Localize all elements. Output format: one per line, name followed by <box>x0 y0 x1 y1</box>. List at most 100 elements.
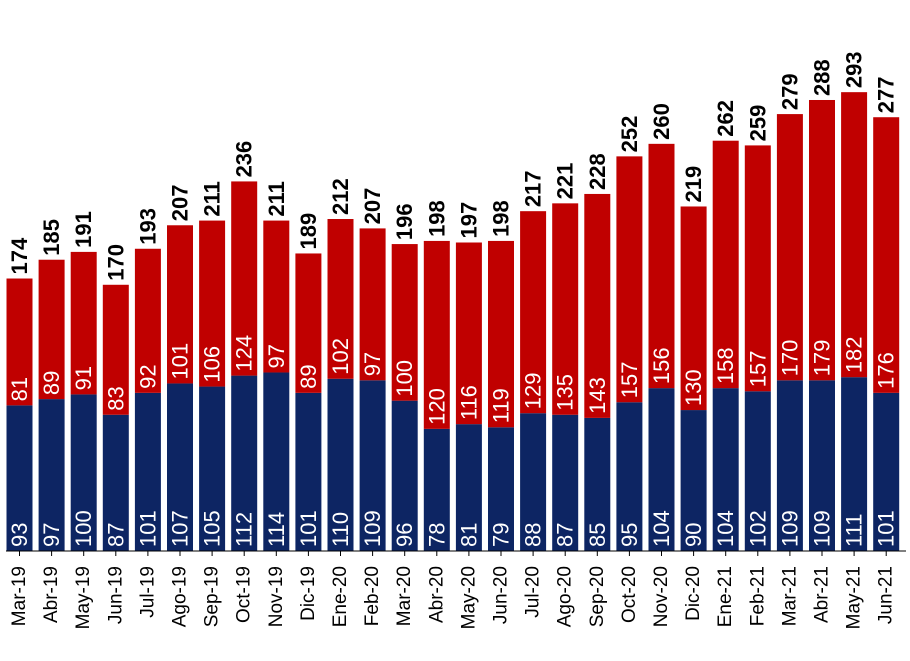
bar-segment-top <box>616 156 643 403</box>
bar-total-label: 252 <box>617 116 642 153</box>
x-tick-label: Ago-20 <box>555 566 576 627</box>
bar-segment-bottom <box>167 383 193 551</box>
x-tick-label: Jun-21 <box>876 566 897 624</box>
x-tick-label: May-19 <box>73 566 94 629</box>
bar-total-label: 217 <box>521 170 546 207</box>
segment-value-label: 109 <box>810 510 835 547</box>
x-tick-label: Ene-21 <box>715 566 736 627</box>
x-tick-label: Feb-20 <box>362 566 383 626</box>
bar-total-label: 174 <box>7 237 32 274</box>
segment-value-label: 92 <box>135 364 160 388</box>
bar-segment-top <box>841 92 868 378</box>
segment-value-label: 157 <box>745 351 770 388</box>
x-tick-label: Mar-19 <box>9 566 30 626</box>
bar-total-label: 198 <box>489 200 514 237</box>
bar-segment-top <box>680 206 707 411</box>
x-tick-label: Feb-21 <box>747 566 768 626</box>
segment-value-label: 104 <box>713 510 738 547</box>
segment-value-label: 100 <box>392 360 417 397</box>
x-tick-label: Nov-19 <box>266 566 287 627</box>
segment-value-label: 97 <box>264 344 289 368</box>
bar-segment-top <box>712 140 739 389</box>
segment-value-label: 87 <box>553 523 578 547</box>
bar-segment-bottom <box>616 402 643 551</box>
segment-value-label: 91 <box>71 366 96 390</box>
bar-segment-top <box>199 220 226 387</box>
segment-value-label: 110 <box>328 512 353 547</box>
bar-segment-top <box>776 114 803 381</box>
x-tick-label: Sep-20 <box>587 566 608 627</box>
bar-segment-top <box>167 225 193 384</box>
segment-value-label: 143 <box>585 377 610 414</box>
x-tick-label: Dic-19 <box>298 566 319 621</box>
x-tick-label: Abr-20 <box>426 566 447 623</box>
bar-segment-bottom <box>327 378 354 551</box>
bar-segment-bottom <box>70 394 97 551</box>
x-tick-label: Nov-20 <box>651 566 672 627</box>
segment-value-label: 97 <box>39 523 64 547</box>
segment-value-label: 83 <box>103 386 128 410</box>
x-tick-label: May-21 <box>844 566 865 629</box>
bar-segment-bottom <box>423 428 450 551</box>
segment-value-label: 130 <box>681 369 706 406</box>
bar-segment-top <box>6 278 33 406</box>
bar-segment-top <box>648 143 675 389</box>
segment-value-label: 116 <box>456 385 481 420</box>
x-tick-label: Jun-19 <box>105 566 126 624</box>
bar-total-label: 211 <box>200 181 225 217</box>
bar-segment-bottom <box>295 392 322 551</box>
tick-marks-layer <box>19 551 887 556</box>
segment-value-label: 158 <box>713 347 738 384</box>
bar-total-label: 198 <box>424 200 449 237</box>
x-tick-label: Mar-20 <box>394 566 415 626</box>
segment-value-label: 124 <box>232 335 257 372</box>
bar-total-label: 191 <box>71 211 96 248</box>
bar-segment-top <box>231 181 258 376</box>
segment-value-label: 101 <box>296 510 321 547</box>
bar-total-label: 259 <box>745 105 770 142</box>
bar-segment-bottom <box>38 399 65 551</box>
bar-segment-bottom <box>263 372 290 551</box>
segment-value-label: 157 <box>617 362 642 399</box>
x-tick-label: Sep-19 <box>202 566 223 627</box>
bar-segment-top <box>423 240 450 429</box>
bar-segment-bottom <box>680 410 707 551</box>
segment-value-label: 101 <box>874 510 899 547</box>
x-tick-label: Jul-20 <box>523 566 544 618</box>
segment-value-label: 107 <box>168 510 193 547</box>
segment-value-label: 78 <box>424 523 449 547</box>
bar-segment-bottom <box>199 386 226 551</box>
bar-total-label: 228 <box>585 153 610 190</box>
bar-segment-top <box>134 248 161 393</box>
bar-total-label: 211 <box>264 181 289 217</box>
bar-segment-bottom <box>841 377 868 551</box>
segment-value-label: 89 <box>296 364 321 388</box>
segment-value-label: 79 <box>489 523 514 547</box>
bar-segment-bottom <box>744 391 771 551</box>
bar-total-label: 212 <box>328 178 353 215</box>
bar-segment-bottom <box>873 392 900 551</box>
x-tick-label: Dic-20 <box>683 566 704 621</box>
bar-segment-top <box>263 220 290 373</box>
bar-segment-top <box>70 251 97 395</box>
bar-total-label: 170 <box>103 244 128 281</box>
bar-segment-top <box>327 219 354 379</box>
x-tick-label: May-20 <box>458 566 479 629</box>
segment-value-label: 89 <box>39 371 64 395</box>
bar-segment-top <box>359 228 386 381</box>
bar-segment-bottom <box>776 380 803 551</box>
bar-segment-bottom <box>391 400 418 551</box>
bar-segment-bottom <box>584 417 611 551</box>
segment-value-label: 182 <box>842 336 867 373</box>
segment-value-label: 114 <box>264 512 289 547</box>
segment-value-label: 109 <box>777 510 802 547</box>
bar-segment-top <box>520 211 547 414</box>
x-tick-label: Ago-19 <box>170 566 191 627</box>
bar-segment-bottom <box>520 413 547 551</box>
segment-value-label: 81 <box>7 377 32 401</box>
bar-segment-bottom <box>712 388 739 551</box>
bar-segment-top <box>455 242 482 425</box>
x-tick-label: Jul-19 <box>137 566 158 618</box>
bar-segment-bottom <box>359 380 386 551</box>
segment-value-label: 111 <box>842 514 867 547</box>
